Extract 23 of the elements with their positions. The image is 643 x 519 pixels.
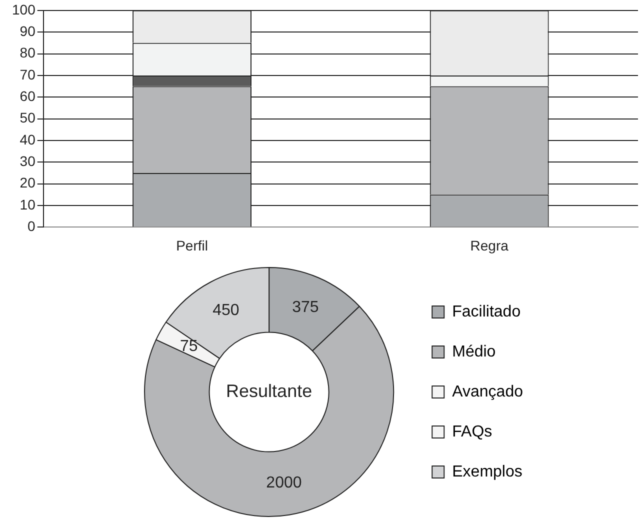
y-tick-label: 40 bbox=[20, 131, 36, 148]
data-label: 375 bbox=[292, 298, 319, 316]
y-tick-label: 100 bbox=[12, 1, 36, 18]
y-tick-label: 0 bbox=[28, 218, 36, 234]
y-tick-label: 60 bbox=[20, 88, 36, 104]
legend-label: FAQs bbox=[452, 423, 492, 440]
x-tick-label: Perfil bbox=[176, 237, 208, 254]
legend-label: Médio bbox=[452, 343, 496, 360]
y-tick-label: 10 bbox=[20, 196, 36, 212]
legend-label: Avançado bbox=[452, 383, 524, 400]
text: Resultante bbox=[226, 380, 312, 401]
y-tick-label: 50 bbox=[20, 110, 36, 126]
data-label: 450 bbox=[212, 302, 240, 320]
y-tick-label: 90 bbox=[20, 22, 36, 39]
legend-label: Facilitado bbox=[452, 303, 521, 320]
data-label: 75 bbox=[180, 338, 198, 356]
y-tick-label: 20 bbox=[20, 174, 36, 191]
legend-label: Exemplos bbox=[452, 463, 522, 480]
y-tick-label: 80 bbox=[20, 44, 36, 61]
y-tick-label: 70 bbox=[20, 66, 36, 82]
y-tick-label: 30 bbox=[20, 153, 36, 170]
data-label: 2000 bbox=[266, 474, 302, 492]
x-tick-label: Regra bbox=[470, 237, 509, 254]
